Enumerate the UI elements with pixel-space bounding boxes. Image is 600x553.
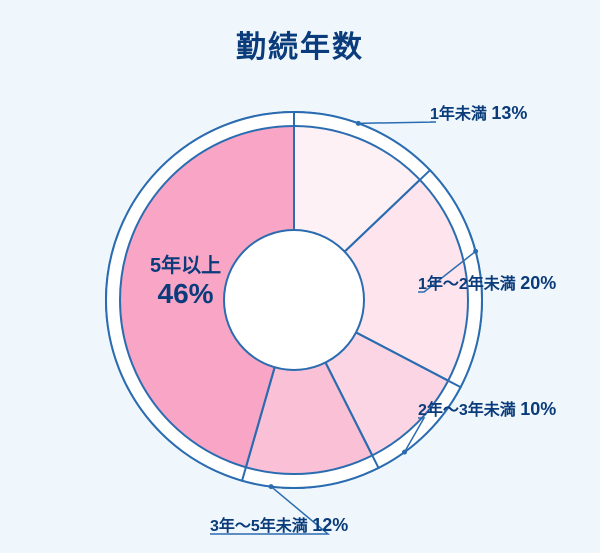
big-slice-pct: 46%: [150, 278, 221, 310]
donut-hole: [224, 230, 364, 370]
callout-pct: 10%: [520, 399, 556, 419]
leader-lt1: [358, 122, 436, 123]
callout-pct: 12%: [312, 515, 348, 535]
callout-pct: 13%: [491, 103, 527, 123]
callout-pct: 20%: [520, 273, 556, 293]
callout-label: 1年～2年未満: [418, 276, 520, 293]
big-slice-name: 5年以上: [150, 255, 221, 278]
leader-dot: [402, 450, 407, 455]
callout-1to2: 1年～2年未満 20%: [418, 270, 556, 294]
callout-2to3: 2年～3年未満 10%: [418, 396, 556, 420]
leader-dot: [356, 121, 361, 126]
callout-lt1: 1年未満 13%: [430, 100, 527, 124]
callout-3to5: 3年～5年未満 12%: [210, 512, 348, 536]
leader-dot: [473, 249, 478, 254]
callout-label: 2年～3年未満: [418, 402, 520, 419]
big-slice-label: 5年以上 46%: [150, 255, 221, 310]
callout-label: 3年～5年未満: [210, 518, 312, 535]
leader-dot: [269, 484, 274, 489]
chart-container: 勤続年数 5年以上 46% 1年未満 13%1年～2年未満 20%2年～3年未満…: [0, 0, 600, 553]
callout-label: 1年未満: [430, 106, 491, 123]
